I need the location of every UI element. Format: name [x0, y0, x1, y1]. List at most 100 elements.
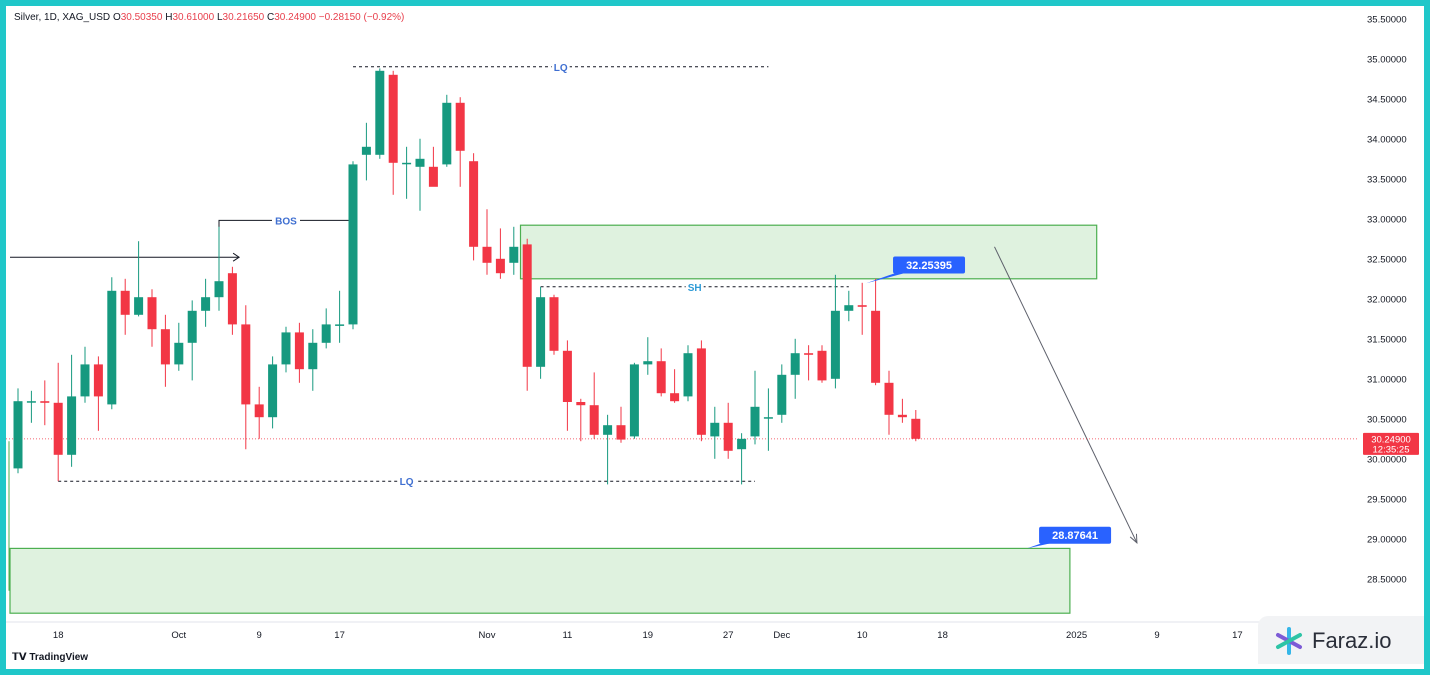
price-chart[interactable]: LQ LQ SH BOS 32.25395 28.87641 35.50000 35.0000… [6, 6, 1424, 669]
candle[interactable] [361, 146, 371, 155]
y-tick-label: 33.00000 [1367, 214, 1407, 225]
candle[interactable] [388, 74, 398, 163]
candle[interactable] [375, 70, 385, 155]
candle[interactable] [187, 310, 197, 343]
candle[interactable] [616, 425, 626, 440]
candle[interactable] [134, 297, 144, 315]
high-label: H [165, 12, 173, 23]
candle[interactable] [227, 273, 237, 325]
x-tick-label: 19 [643, 630, 654, 641]
x-tick-label: 18 [937, 630, 948, 641]
candle[interactable] [804, 353, 814, 355]
candle[interactable] [522, 244, 532, 367]
high-value: 30.61000 [172, 12, 215, 23]
high-price-label-box[interactable] [893, 256, 966, 274]
price-axis[interactable] [1359, 6, 1424, 669]
candle[interactable] [629, 364, 639, 437]
candle[interactable] [710, 422, 720, 437]
candle[interactable] [830, 310, 840, 379]
candle[interactable] [817, 350, 827, 381]
candle[interactable] [294, 332, 304, 370]
candle[interactable] [147, 297, 157, 330]
bos-label-bg [272, 214, 300, 227]
bos-label: BOS [275, 216, 297, 227]
lq-top-label-bg [551, 60, 570, 73]
candle[interactable] [120, 290, 130, 315]
candle[interactable] [415, 158, 425, 167]
candle[interactable] [562, 350, 572, 402]
candle[interactable] [911, 418, 921, 439]
x-tick-label: 17 [334, 630, 345, 641]
candle[interactable] [656, 361, 666, 394]
candle[interactable] [308, 342, 318, 370]
projection-arrow[interactable] [994, 246, 1138, 544]
symbol-header: Silver, 1D, XAG_USD O30.50350 H30.61000 … [14, 12, 404, 23]
candle[interactable] [13, 401, 23, 469]
candle[interactable] [428, 166, 438, 187]
close-label: C [267, 12, 275, 23]
candle[interactable] [67, 396, 77, 455]
candle[interactable] [53, 402, 63, 455]
y-tick-label: 33.50000 [1367, 174, 1407, 185]
y-tick-label: 28.50000 [1367, 574, 1407, 585]
candle[interactable] [80, 364, 90, 397]
candle[interactable] [482, 246, 492, 263]
y-tick-label: 34.00000 [1367, 134, 1407, 145]
candle[interactable] [348, 164, 358, 325]
candle[interactable] [696, 348, 706, 435]
candle[interactable] [174, 342, 184, 365]
candle[interactable] [40, 401, 50, 403]
tradingview-text: TradingView [29, 652, 89, 663]
candle[interactable] [254, 404, 264, 418]
y-tick-label: 34.50000 [1367, 94, 1407, 105]
candle[interactable] [576, 402, 586, 406]
candle[interactable] [737, 438, 747, 450]
candle[interactable] [670, 393, 680, 402]
candle[interactable] [321, 324, 331, 343]
supply-zone[interactable] [519, 224, 1098, 280]
candle[interactable] [884, 382, 894, 415]
candle[interactable] [455, 102, 465, 151]
candle[interactable] [683, 353, 693, 397]
y-tick-label: 31.00000 [1367, 374, 1407, 385]
candle[interactable] [790, 353, 800, 375]
candle[interactable] [844, 305, 854, 311]
candle[interactable] [335, 324, 345, 326]
demand-zone[interactable] [9, 547, 1071, 614]
candle[interactable] [281, 332, 291, 365]
x-tick-label: 9 [257, 630, 262, 641]
candle[interactable] [777, 374, 787, 415]
tradingview-logo[interactable]: 𝗧𝗩 TradingView [12, 652, 88, 663]
x-tick-label: 2025 [1066, 630, 1087, 641]
candle[interactable] [750, 406, 760, 437]
candle[interactable] [509, 246, 519, 263]
candle[interactable] [268, 364, 278, 418]
candle[interactable] [495, 258, 505, 274]
candle[interactable] [107, 290, 117, 405]
candle[interactable] [763, 417, 773, 419]
candle[interactable] [442, 102, 452, 165]
open-value: 30.50350 [120, 12, 163, 23]
candle[interactable] [402, 162, 412, 165]
candle[interactable] [160, 329, 170, 365]
candle[interactable] [549, 297, 559, 351]
candle[interactable] [93, 364, 103, 397]
candle[interactable] [589, 405, 599, 435]
candle[interactable] [26, 401, 36, 403]
candle[interactable] [469, 161, 479, 247]
bos-line[interactable] [218, 219, 354, 299]
candle[interactable] [536, 297, 546, 367]
candle[interactable] [241, 324, 251, 405]
faraz-text: Faraz.io [1312, 628, 1392, 653]
candle[interactable] [857, 305, 867, 307]
candle[interactable] [897, 414, 907, 418]
candle[interactable] [603, 425, 613, 435]
candle[interactable] [201, 297, 211, 311]
faraz-logo-icon [1276, 627, 1302, 655]
candle[interactable] [214, 281, 224, 298]
candle[interactable] [871, 310, 881, 383]
target-price-label-box[interactable] [1039, 526, 1112, 544]
candle[interactable] [643, 361, 653, 365]
candle[interactable] [723, 422, 733, 451]
y-tick-label: 35.00000 [1367, 54, 1407, 65]
